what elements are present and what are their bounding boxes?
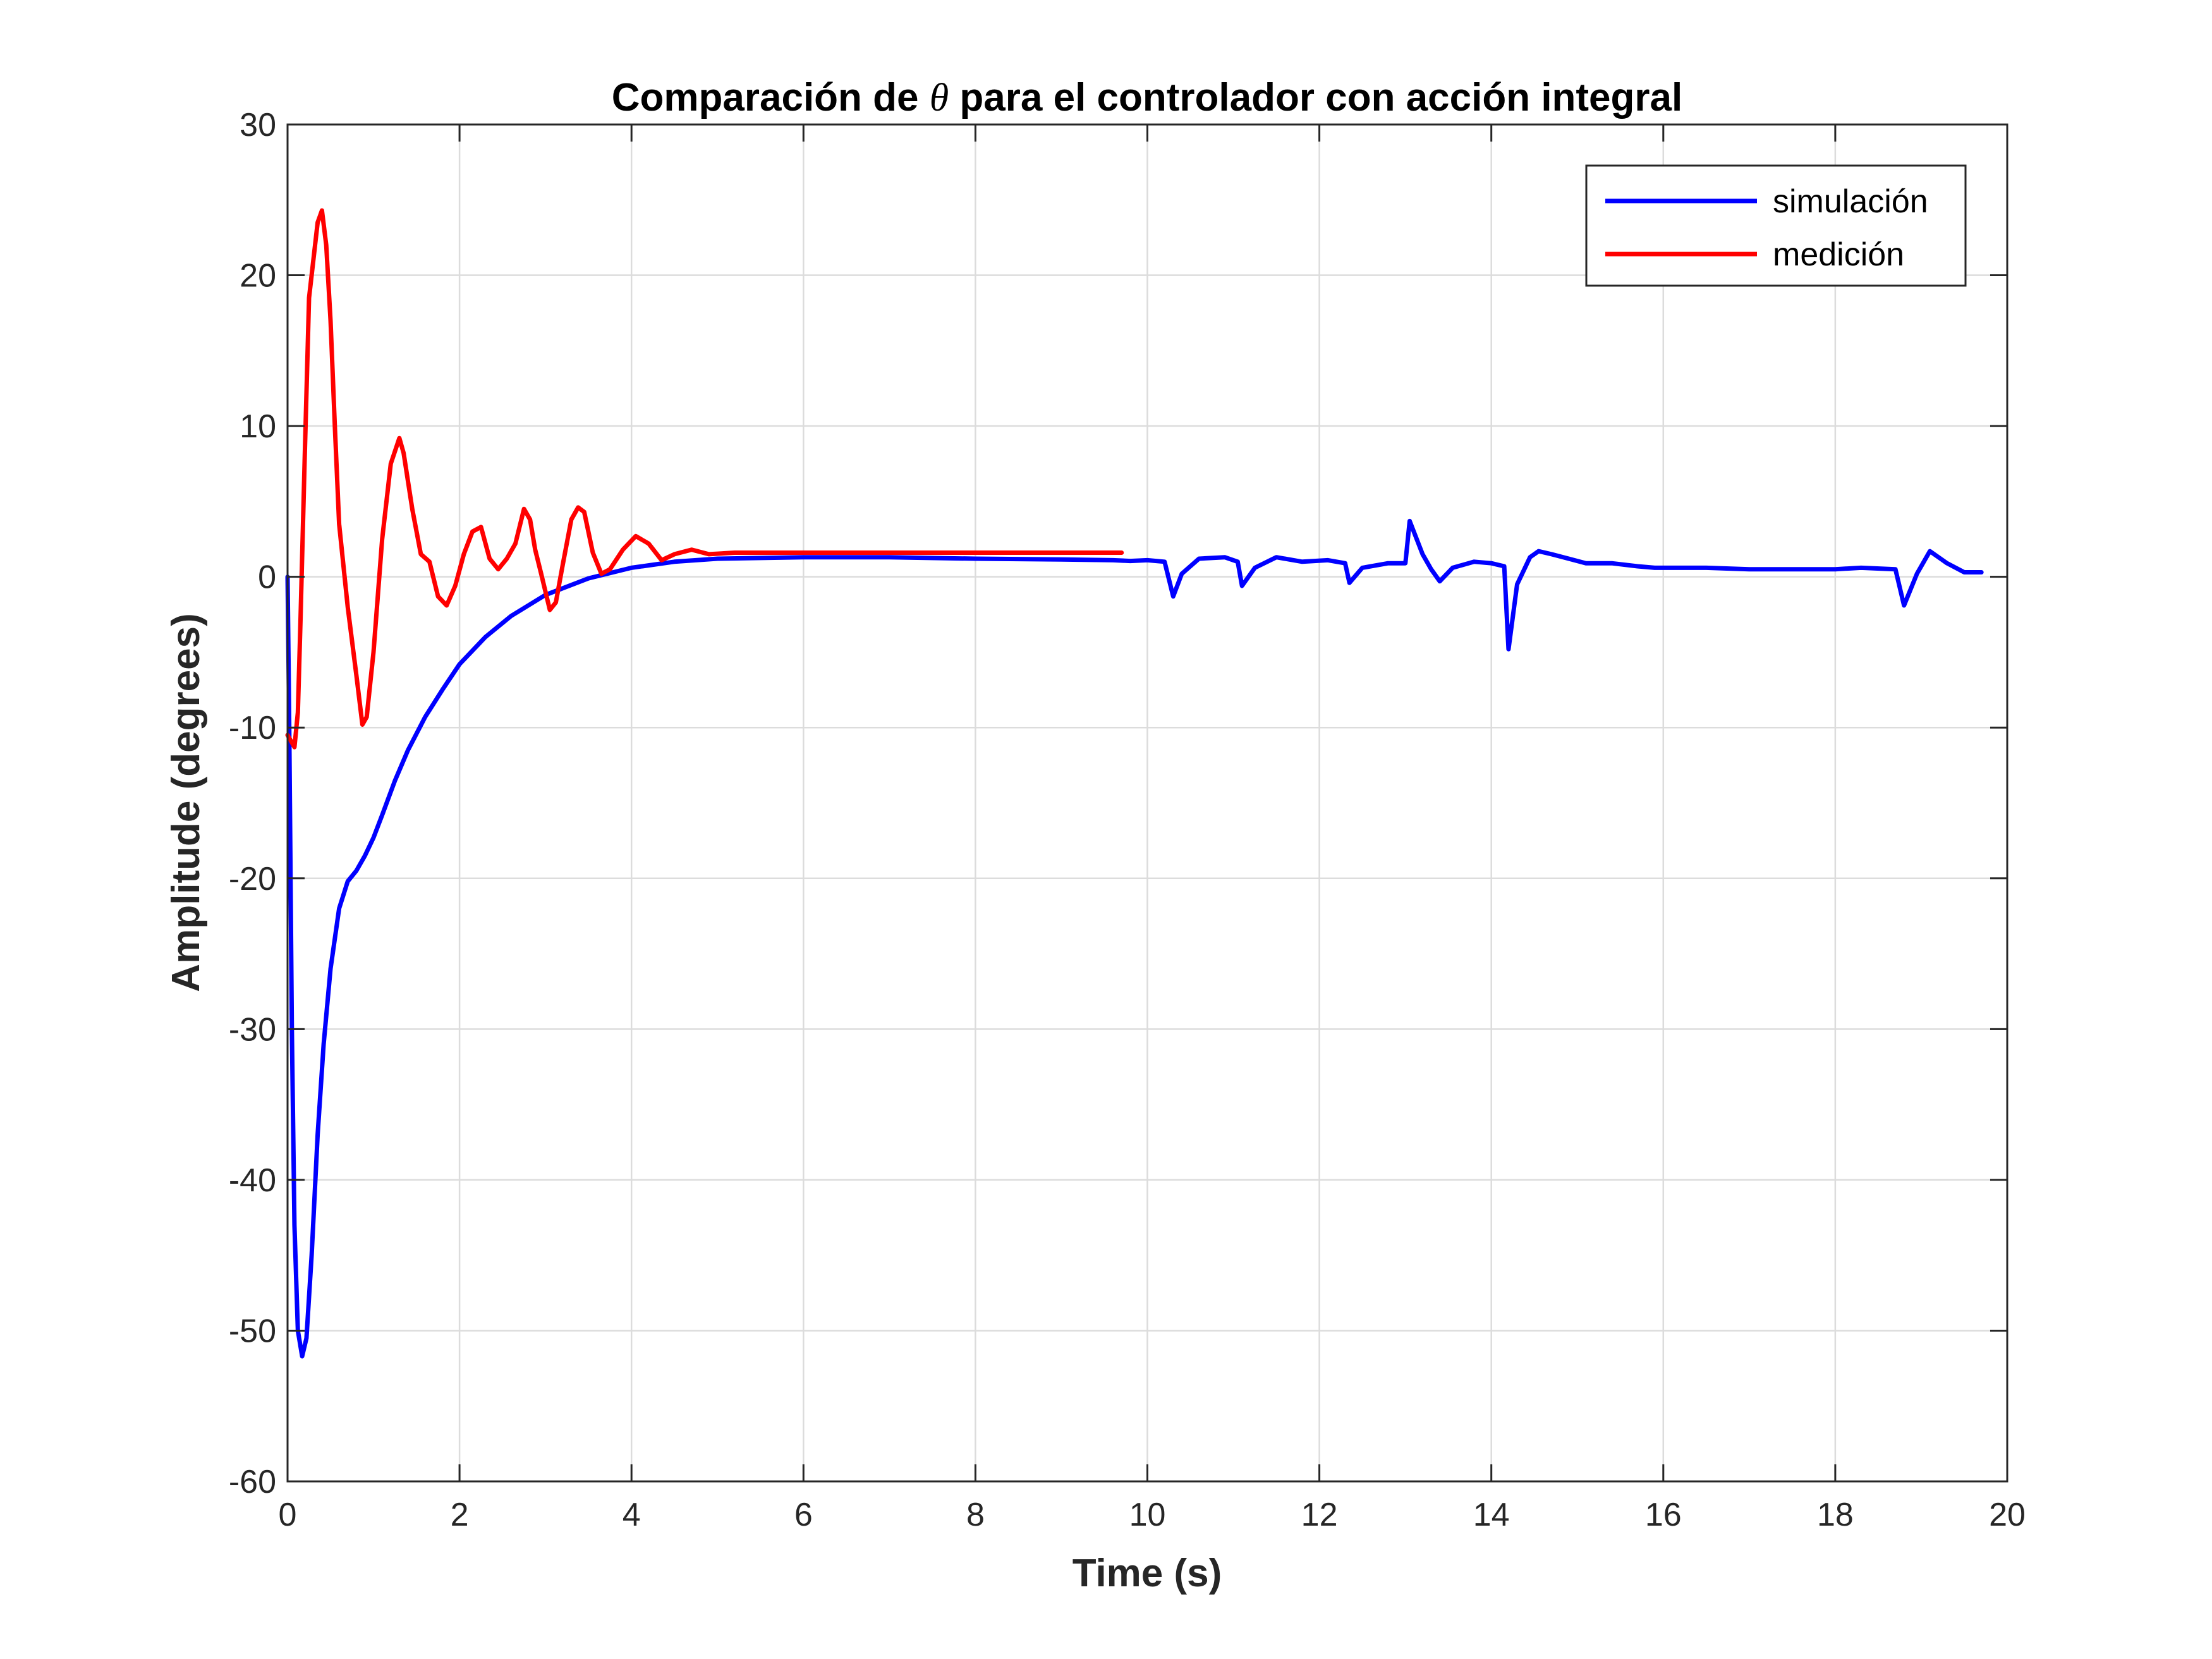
x-tick-label: 20 <box>1989 1497 2026 1533</box>
y-tick-label: -60 <box>229 1464 276 1500</box>
y-tick-label: 30 <box>240 107 276 143</box>
x-tick-label: 0 <box>279 1497 297 1533</box>
legend-label-simulacion: simulación <box>1773 183 1928 220</box>
chart-title: Comparación de θ para el controlador con… <box>612 76 1683 119</box>
x-tick-label: 10 <box>1129 1497 1166 1533</box>
y-tick-label: 20 <box>240 258 276 295</box>
x-tick-label: 2 <box>451 1497 469 1533</box>
x-tick-label: 12 <box>1301 1497 1338 1533</box>
series-line-medicion <box>285 208 1124 750</box>
y-tick-label: -20 <box>229 861 276 897</box>
legend-box <box>1585 164 1967 287</box>
y-tick-label: -10 <box>229 710 276 746</box>
x-tick-label: 8 <box>966 1497 985 1533</box>
legend-label-medicion: medición <box>1773 236 1904 273</box>
x-tick-label: 16 <box>1645 1497 1682 1533</box>
y-axis-label: Amplitude (degrees) <box>164 613 208 992</box>
x-tick-label: 4 <box>623 1497 641 1533</box>
axis-ticks <box>286 123 2008 1483</box>
y-tick-label: 10 <box>240 408 276 445</box>
chart-title-symbol: θ <box>930 76 949 119</box>
series-line-simulacion <box>285 518 1984 1359</box>
chart-title-prefix: Comparación de <box>612 76 930 119</box>
x-tick-label: 6 <box>794 1497 813 1533</box>
y-tick-label: -50 <box>229 1313 276 1349</box>
y-tick-label: -30 <box>229 1011 276 1048</box>
tick-labels: 0 2 4 6 8 10 12 14 16 18 20 -60 -50 -40 -30 -20 -10 0 10 20… <box>229 107 2026 1533</box>
series-layer <box>285 208 1984 1359</box>
y-tick-label: 0 <box>258 559 276 596</box>
x-tick-label: 18 <box>1817 1497 1854 1533</box>
chart-title-suffix: para el controlador con acción integral <box>949 76 1682 119</box>
x-axis-label: Time (s) <box>1073 1552 1222 1595</box>
x-tick-label: 14 <box>1473 1497 1510 1533</box>
legend: simulación medición <box>1585 164 1967 287</box>
y-tick-label: -40 <box>229 1162 276 1199</box>
